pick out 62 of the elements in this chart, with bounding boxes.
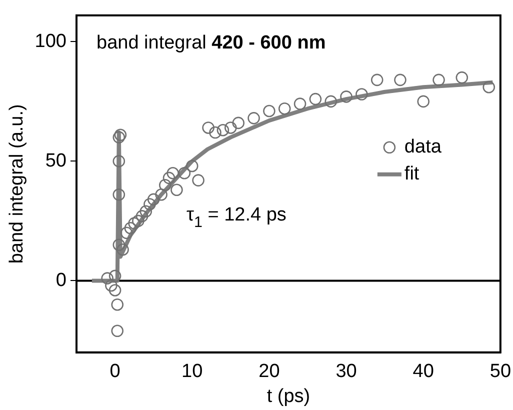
point	[192, 174, 204, 186]
point	[147, 193, 160, 206]
point	[324, 95, 338, 108]
x-tick-label: 40	[412, 361, 434, 382]
point	[132, 214, 144, 228]
point	[111, 298, 124, 311]
x-axis-title: t (ps)	[266, 386, 310, 407]
point	[186, 160, 198, 172]
point	[417, 95, 430, 108]
x-tick-label: 10	[182, 361, 203, 382]
point	[144, 198, 156, 210]
legend-label: fit	[404, 164, 420, 185]
y-tick-label: 50	[45, 150, 66, 172]
point	[166, 166, 179, 180]
point	[278, 102, 291, 115]
point	[394, 74, 406, 86]
point	[162, 172, 176, 184]
point	[170, 184, 183, 196]
point	[136, 210, 148, 222]
annotation: band integral	[96, 32, 206, 54]
point	[155, 188, 168, 201]
point	[224, 122, 237, 134]
point	[178, 166, 191, 180]
legend-label: data	[404, 136, 442, 158]
point	[216, 124, 230, 136]
point	[294, 98, 306, 110]
point	[356, 88, 368, 100]
point	[114, 128, 127, 142]
x-tick-label: 50	[490, 361, 512, 382]
point	[202, 122, 214, 134]
point	[108, 270, 122, 282]
point	[248, 112, 260, 124]
x-tick-label: 30	[336, 361, 357, 382]
point	[116, 243, 129, 256]
point	[140, 205, 152, 218]
point	[112, 155, 126, 168]
point	[105, 279, 118, 292]
point	[111, 324, 124, 338]
point	[370, 74, 384, 86]
point	[263, 104, 276, 118]
point	[120, 226, 133, 240]
point	[101, 272, 114, 284]
point	[112, 188, 126, 201]
y-tick-label: 0	[56, 270, 66, 291]
point	[158, 178, 172, 192]
x-tick-label: 0	[110, 361, 120, 382]
point	[456, 71, 468, 84]
annotation: 420 - 600 nm	[212, 32, 326, 54]
x-tick-label: 20	[258, 361, 280, 382]
point	[232, 116, 245, 130]
point	[124, 222, 137, 234]
point	[340, 90, 352, 103]
point	[209, 126, 222, 139]
y-axis-title: band integral (a.u.)	[6, 104, 28, 264]
y-tick-label: 100	[34, 30, 66, 52]
point	[112, 238, 126, 251]
point	[128, 217, 140, 230]
point	[112, 131, 126, 144]
point	[108, 284, 122, 296]
point	[432, 74, 445, 86]
point	[309, 92, 322, 106]
point	[482, 80, 496, 94]
